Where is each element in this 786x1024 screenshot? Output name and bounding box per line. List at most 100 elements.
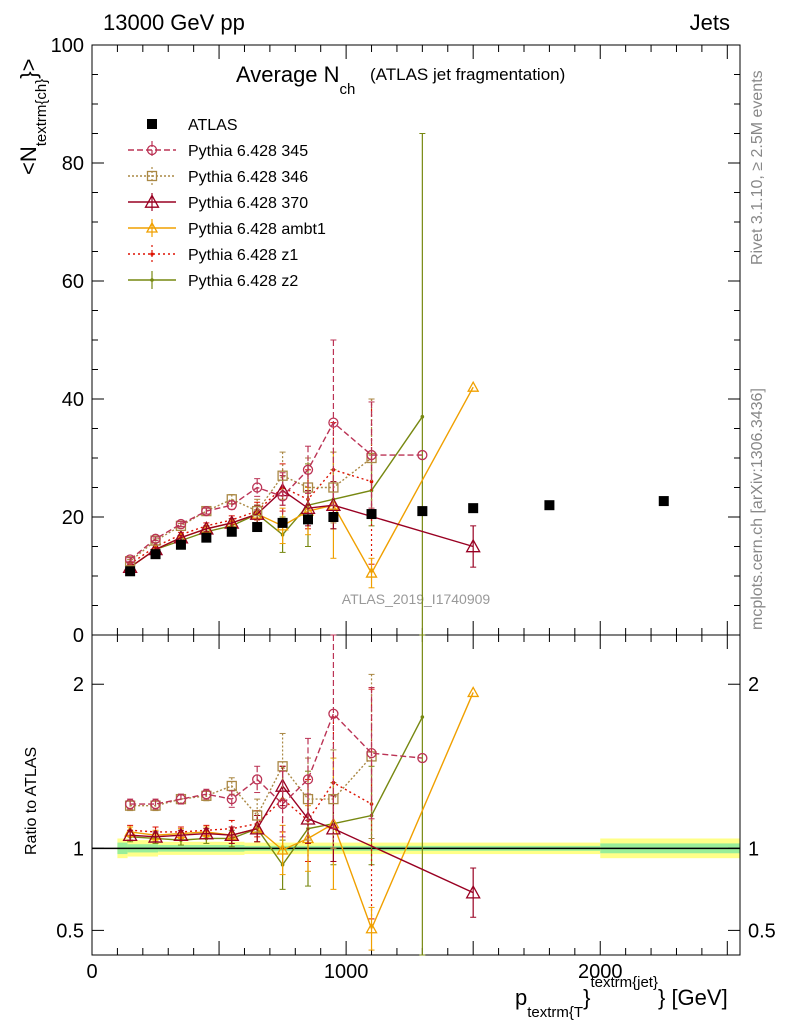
data-point	[325, 497, 342, 512]
header-left: 13000 GeV pp	[103, 10, 245, 35]
title-main: Average N	[236, 62, 340, 87]
legend-label: Pythia 6.428 ambt1	[188, 221, 326, 238]
y-tick-label: 100	[51, 35, 84, 57]
data-point	[201, 505, 212, 517]
legend-marker	[146, 170, 158, 182]
legend-marker	[147, 119, 157, 129]
legend: ATLAS Pythia 6.428 345 Pythia 6.428 346 Pyt…	[128, 117, 326, 290]
series-line	[129, 489, 474, 568]
data-point	[365, 922, 378, 934]
xlabel-close: }	[583, 985, 590, 1010]
header-right: Jets	[690, 10, 730, 35]
y-tick-label: 0	[73, 625, 84, 647]
xlabel-sub: textrm{T	[527, 1004, 583, 1021]
data-point	[175, 793, 187, 805]
data-point	[226, 500, 237, 511]
data-point	[302, 774, 314, 785]
y-axis-label-bottom: Ratio to ATLAS	[23, 747, 40, 855]
y-tick-label: 1	[73, 838, 84, 860]
series-pythia-6-428-ambt1	[124, 686, 480, 951]
data-point	[417, 506, 428, 517]
data-point	[249, 506, 265, 520]
data-point	[366, 449, 377, 461]
data-point	[277, 491, 288, 502]
xlabel-unit: } [GeV]	[658, 985, 728, 1010]
data-point	[300, 500, 316, 514]
data-point	[201, 789, 212, 800]
series-pythia-6-428-346	[124, 398, 377, 567]
legend-label: Pythia 6.428 z2	[188, 273, 298, 290]
frame	[91, 634, 741, 956]
y-tick-label: 0.5	[56, 920, 84, 942]
data-point	[302, 464, 314, 475]
x-tick-label: 2000	[578, 961, 623, 983]
data-point	[124, 554, 136, 565]
data-point	[252, 522, 263, 533]
legend-label: Pythia 6.428 345	[188, 143, 308, 160]
data-point	[173, 827, 189, 842]
data-point	[366, 452, 377, 464]
data-point	[328, 417, 339, 428]
data-point	[420, 414, 425, 419]
series-line	[130, 784, 474, 894]
data-point	[150, 549, 161, 560]
data-point	[369, 479, 374, 484]
data-point	[328, 793, 339, 805]
legend-marker	[145, 221, 159, 233]
data-point	[226, 793, 237, 805]
ylabel-top-main: <N	[16, 146, 41, 175]
chart-title: Average Nch	[236, 62, 355, 98]
data-point	[328, 512, 339, 522]
series-atlas	[125, 496, 669, 577]
series-line	[129, 468, 372, 565]
series-line	[129, 416, 423, 568]
data-point	[325, 820, 342, 835]
ylabel-top-end: }>	[16, 59, 41, 79]
data-point	[465, 884, 481, 899]
xlabel-p: p	[515, 985, 527, 1010]
data-point	[201, 532, 212, 543]
data-point	[175, 539, 186, 550]
data-point	[544, 500, 555, 511]
legend-marker	[146, 144, 158, 156]
data-point	[124, 798, 136, 810]
legend-marker	[144, 194, 160, 208]
legend-label: Pythia 6.428 370	[188, 195, 308, 212]
legend-marker	[150, 278, 154, 282]
y-tick-label-right: 2	[748, 674, 759, 696]
y-tick-label: 20	[62, 507, 84, 529]
data-point	[417, 752, 428, 764]
data-point	[150, 798, 161, 810]
chart-subtitle: (ATLAS jet fragmentation)	[370, 65, 565, 84]
data-point	[465, 538, 481, 553]
data-point	[658, 496, 669, 507]
y-tick-label-right: 1	[748, 838, 759, 860]
y-axis-label-top: <Ntextrm{ch}}>	[16, 59, 50, 175]
data-point	[365, 566, 378, 578]
bottom-panel: 0.5 0.5 1 1 2 2 0 1000 2000	[56, 634, 776, 983]
y-tick-label: 40	[62, 389, 84, 411]
data-point	[122, 827, 138, 842]
side-text-top: Rivet 3.1.10, ≥ 2.5M events	[749, 70, 766, 265]
data-point	[467, 380, 480, 392]
data-point	[277, 470, 288, 481]
data-point	[198, 825, 214, 840]
data-point	[252, 774, 263, 785]
data-point	[420, 715, 425, 719]
series-pythia-6-428-345	[124, 634, 428, 838]
data-point	[277, 517, 288, 528]
y-tick-label-right: 0.5	[748, 920, 776, 942]
ylabel-top-sub: textrm{ch}	[33, 79, 50, 147]
series-line	[129, 457, 372, 562]
y-tick-label: 2	[73, 674, 84, 696]
data-point	[366, 509, 377, 520]
data-point	[125, 566, 136, 577]
series-pythia-6-428-345	[124, 339, 428, 565]
data-point	[252, 810, 263, 821]
data-point	[224, 827, 240, 842]
x-axis-label: ptextrm{T}textrm{jet}} [GeV]	[515, 974, 728, 1021]
top-panel: 0 20 40 60 80 100	[51, 35, 741, 647]
data-point	[467, 686, 480, 698]
legend-label: Pythia 6.428 z1	[188, 247, 298, 264]
